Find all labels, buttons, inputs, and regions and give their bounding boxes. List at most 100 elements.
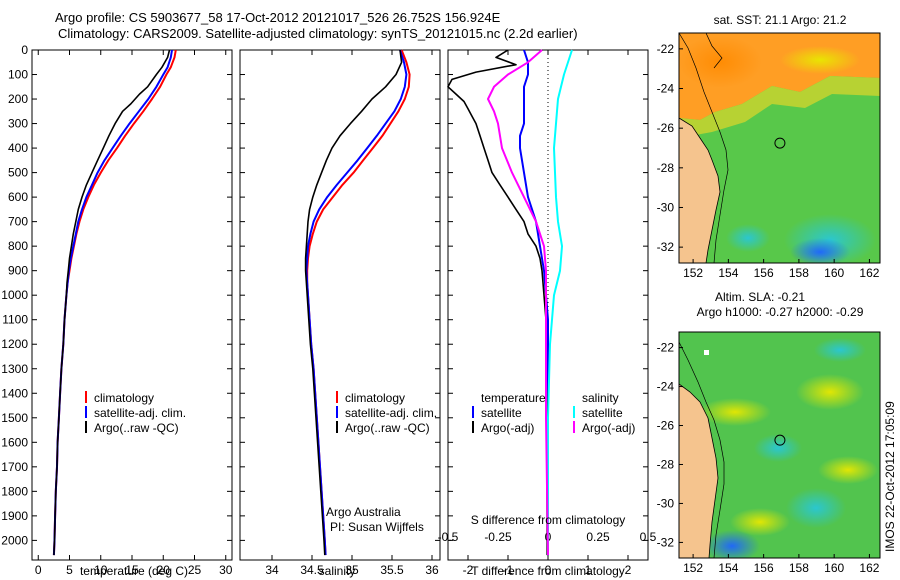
x2-tick-label: -0.5 [438,530,459,544]
map-y-tick-label: -22 [657,42,675,56]
sla-high-4 [818,456,878,484]
map-x-tick-label: 160 [824,561,844,575]
legend-label-satellite: satellite-adj. clim. [345,406,437,420]
title-line-1: Argo profile: CS 5903677_58 17-Oct-2012 … [55,10,501,25]
sst-transition-band [679,76,880,138]
x-tick-label: 2 [625,563,632,577]
map-x-tick-label: 160 [824,266,844,280]
x-tick-label: 35 [345,563,359,577]
series-line [547,49,573,556]
x-tick-label: 5 [66,563,73,577]
x-tick-label: 30 [219,563,233,577]
sla-land-marker [704,350,709,355]
salinity-legend: climatology satellite-adj. clim. Argo(..… [326,391,437,534]
x-tick-label: 0 [35,563,42,577]
y-tick-label: 500 [8,166,28,180]
series-line [447,49,548,556]
y-tick-label: 700 [8,215,28,229]
map-y-tick-label: -32 [657,535,675,549]
map-x-tick-label: 154 [718,266,738,280]
title-line-2: Climatology: CARS2009. Satellite-adjuste… [58,26,578,41]
y-tick-label: 100 [8,68,28,82]
sst-reef-outline [705,33,723,69]
y-tick-label: 1600 [1,435,28,449]
sla-high-3 [730,508,790,536]
series-line [53,49,171,556]
y-tick-label: 900 [8,264,28,278]
series-line [487,49,549,556]
map-y-tick-label: -26 [657,419,675,433]
map-y-tick-label: -26 [657,121,675,135]
sla-land-australia [679,383,719,558]
sst-map-frame [678,32,881,264]
difference-x2label: S difference from climatology [471,513,626,527]
y-tick-label: 800 [8,239,28,253]
legend-title-temperature: temperature [481,391,546,405]
y-tick-label: 1900 [1,509,28,523]
legend-label-climatology: climatology [345,391,405,405]
sla-high-2 [796,374,864,410]
y-tick-label: 1000 [1,288,28,302]
x2-tick-label: -0.25 [484,530,512,544]
series-line [304,49,403,556]
legend-label-sal-satellite: satellite [582,406,623,420]
map-x-tick-label: 156 [754,561,774,575]
map-y-tick-label: -24 [657,380,675,394]
map-x-tick-label: 158 [789,266,809,280]
legend-label-temp-argo: Argo(-adj) [481,421,534,435]
y-tick-label: 300 [8,117,28,131]
map-x-tick-label: 158 [789,561,809,575]
difference-xlabel: T difference from climatology [471,564,625,578]
sla-map-title-1: Altim. SLA: -0.21 [715,290,805,304]
x-tick-label: 35.5 [380,563,404,577]
map-x-tick-label: 152 [683,266,703,280]
x-tick-label: 20 [157,563,171,577]
y-tick-label: 0 [21,43,28,57]
map-y-tick-label: -24 [657,82,675,96]
sla-high-1 [699,398,771,426]
x-tick-label: 34 [265,563,279,577]
y-tick-label: 200 [8,92,28,106]
salinity-xlabel: salinity [319,564,356,578]
sst-cool-patch-2 [790,238,850,263]
sla-low-2 [786,488,846,528]
map-y-tick-label: -30 [657,496,675,510]
legend-title-salinity: salinity [582,391,619,405]
sst-map-title: sat. SST: 21.1 Argo: 21.2 [714,13,847,27]
x-tick-label: 10 [94,563,108,577]
sla-low-1 [754,434,802,462]
y-tick-label: 600 [8,190,28,204]
sla-low-4 [814,338,866,362]
map-y-tick-label: -32 [657,240,675,254]
difference-legend: temperature salinity satellite Argo(-adj… [472,391,635,435]
sst-map-ticks: 152 154 156 158 160 162 -22 -24 -26 -28 -30 -32 [657,42,880,280]
imos-credit: IMOS 22-Oct-2012 17:05:09 [883,401,897,552]
sla-map [679,332,880,558]
y-tick-label: 1500 [1,411,28,425]
series-layer [52,49,573,556]
map-y-tick-label: -28 [657,161,675,175]
sla-map-title-2: Argo h1000: -0.27 h2000: -0.29 [697,305,864,319]
y-tick-label: 1100 [2,313,28,327]
x-tick-label: 15 [125,563,139,577]
legend-label-temp-satellite: satellite [481,406,522,420]
sst-yellow-patch [780,46,860,74]
x-tick-label: 34.5 [300,563,324,577]
map-x-tick-label: 162 [859,561,879,575]
map-y-tick-label: -30 [657,200,675,214]
y-tick-label: 2000 [1,533,28,547]
sst-cool-patch-3 [726,224,770,252]
map-x-tick-label: 162 [859,266,879,280]
sst-coastline-outer [679,33,729,263]
map-x-tick-label: 156 [754,266,774,280]
map-x-tick-label: 152 [683,561,703,575]
x-tick-label: -2 [463,563,474,577]
salinity-plot-frame [239,49,441,561]
salinity-annotation-pi: PI: Susan Wijffels [330,520,424,534]
legend-label-satellite: satellite-adj. clim. [94,406,186,420]
map-x-tick-label: 154 [718,561,738,575]
legend-label-climatology: climatology [94,391,154,405]
y-tick-label: 1300 [1,362,28,376]
map-y-tick-label: -22 [657,341,675,355]
